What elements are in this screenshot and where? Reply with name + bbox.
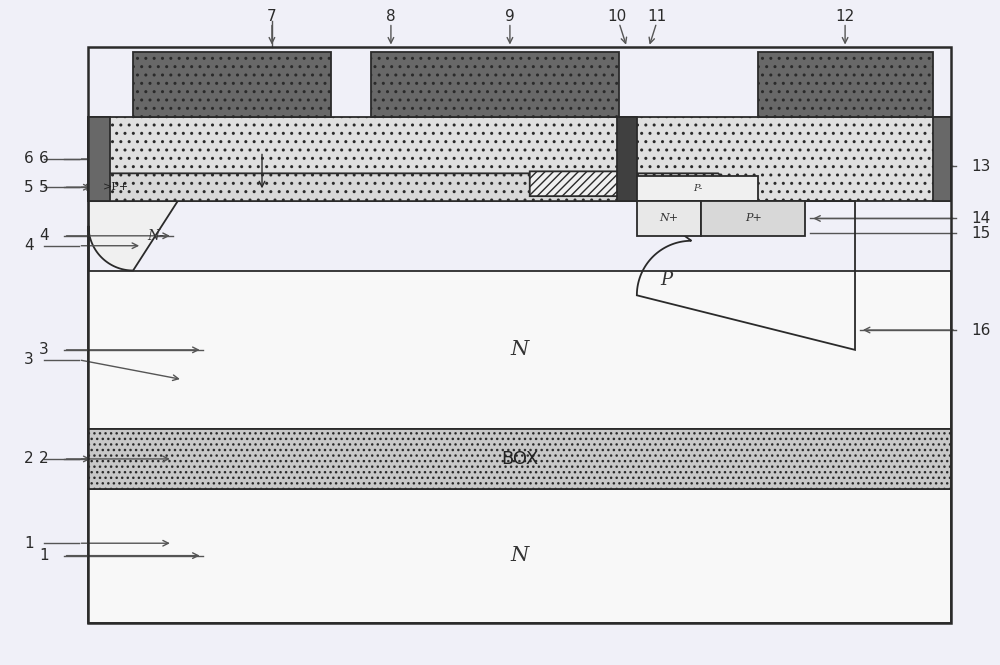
Bar [88, 271, 951, 429]
Text: 14: 14 [971, 211, 990, 226]
Text: 3: 3 [39, 342, 49, 357]
Bar [88, 489, 951, 622]
Text: 6: 6 [24, 152, 34, 166]
Text: P: P [661, 271, 673, 289]
Bar [758, 53, 933, 117]
Text: 8: 8 [386, 9, 396, 24]
Text: 5: 5 [39, 180, 49, 195]
Text: 1: 1 [39, 548, 49, 563]
Bar [617, 117, 637, 201]
Text: 16: 16 [971, 323, 990, 338]
Polygon shape [530, 172, 733, 196]
Text: >P+: >P+ [103, 182, 129, 192]
Text: 2: 2 [24, 452, 34, 466]
Bar [637, 201, 701, 236]
Bar [371, 53, 619, 117]
Text: 4: 4 [24, 238, 34, 253]
Text: 5: 5 [24, 180, 34, 195]
Text: 6: 6 [39, 152, 49, 166]
Text: 13: 13 [971, 159, 990, 174]
Text: 12: 12 [835, 9, 855, 24]
Bar [933, 117, 951, 201]
Text: 10: 10 [607, 9, 627, 24]
Bar [88, 117, 110, 201]
Text: N-: N- [147, 229, 164, 243]
Bar [88, 117, 951, 201]
Bar [701, 201, 805, 236]
Text: P+: P+ [745, 213, 762, 223]
Polygon shape [88, 201, 178, 271]
Text: 9: 9 [505, 9, 515, 24]
Text: 2: 2 [39, 452, 49, 466]
Text: N: N [511, 340, 529, 359]
Text: BOX: BOX [501, 450, 538, 468]
Text: 3: 3 [24, 352, 34, 367]
Text: N+: N+ [660, 213, 679, 223]
Text: 1: 1 [24, 536, 34, 551]
Text: 11: 11 [647, 9, 666, 24]
Polygon shape [88, 174, 733, 201]
Bar [88, 429, 951, 489]
Bar [637, 176, 758, 201]
Text: N: N [511, 546, 529, 565]
Text: 7: 7 [267, 9, 277, 24]
Text: 4: 4 [39, 228, 49, 243]
Text: P-: P- [693, 184, 702, 194]
Bar [133, 53, 331, 117]
Bar [88, 47, 951, 622]
Text: 15: 15 [971, 226, 990, 241]
